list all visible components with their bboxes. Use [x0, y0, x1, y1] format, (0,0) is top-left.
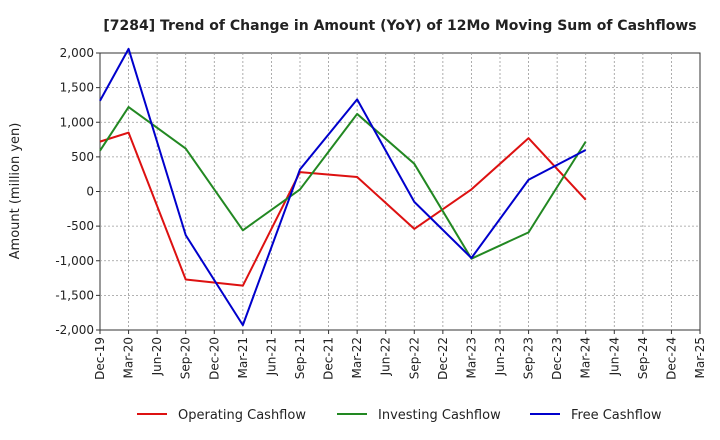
grid-layer [99, 52, 701, 331]
x-tick-label: Dec-22 [436, 337, 450, 380]
x-tick-label: Mar-20 [122, 337, 136, 378]
y-axis-label: Amount (million yen) [8, 123, 23, 260]
legend: Operating Cashflow Investing Cashflow Free… [137, 408, 662, 423]
y-tick-label: 1,000 [60, 115, 94, 129]
legend-label: Operating Cashflow [178, 408, 306, 423]
series-line-free-cashflow [99, 47, 587, 327]
legend-label: Free Cashflow [571, 408, 662, 423]
series-line-operating-cashflow [99, 131, 587, 287]
y-tick-label: 2,000 [60, 46, 94, 60]
x-tick-label: Mar-21 [236, 337, 250, 378]
x-tick-label: Dec-19 [93, 337, 107, 380]
x-tick-label: Sep-22 [407, 337, 421, 379]
x-tick-label: Mar-22 [350, 337, 364, 378]
axis-layer: 2,000 1,500 1,000 500 0 -500 -1,000 -1,500 -2,00… [55, 46, 707, 380]
x-tick-label: Dec-21 [322, 337, 336, 380]
legend-item: Investing Cashflow [337, 408, 501, 423]
x-tick-label: Sep-23 [522, 337, 536, 379]
y-tick-label: 0 [86, 185, 94, 199]
y-tick-label: -500 [67, 219, 94, 233]
y-tick-label: 500 [71, 150, 94, 164]
legend-item: Free Cashflow [530, 408, 662, 423]
y-tick-label: 1,500 [60, 81, 94, 95]
x-tick-label: Mar-24 [579, 337, 593, 378]
x-tick-label: Jun-20 [150, 337, 164, 376]
x-tick-label: Sep-21 [293, 337, 307, 379]
x-tick-label: Sep-20 [179, 337, 193, 379]
legend-label: Investing Cashflow [378, 408, 501, 423]
x-tick-label: Dec-23 [550, 337, 564, 380]
x-tick-label: Dec-20 [207, 337, 221, 380]
x-tick-label: Mar-23 [464, 337, 478, 378]
series-line-investing-cashflow [99, 106, 587, 260]
y-tick-label: -1,500 [55, 288, 94, 302]
series-layer [99, 47, 587, 327]
y-tick-label: -2,000 [55, 323, 94, 337]
x-tick-label: Jun-23 [493, 337, 507, 376]
x-tick-label: Sep-24 [636, 337, 650, 379]
x-tick-label: Dec-24 [664, 337, 678, 380]
x-tick-label: Mar-25 [693, 337, 707, 378]
x-tick-label: Jun-22 [379, 337, 393, 376]
legend-item: Operating Cashflow [137, 408, 306, 423]
x-tick-label: Jun-24 [607, 337, 621, 376]
chart-title: [7284] Trend of Change in Amount (YoY) o… [103, 18, 696, 34]
x-tick-label: Jun-21 [264, 337, 278, 376]
y-tick-label: -1,000 [55, 254, 94, 268]
